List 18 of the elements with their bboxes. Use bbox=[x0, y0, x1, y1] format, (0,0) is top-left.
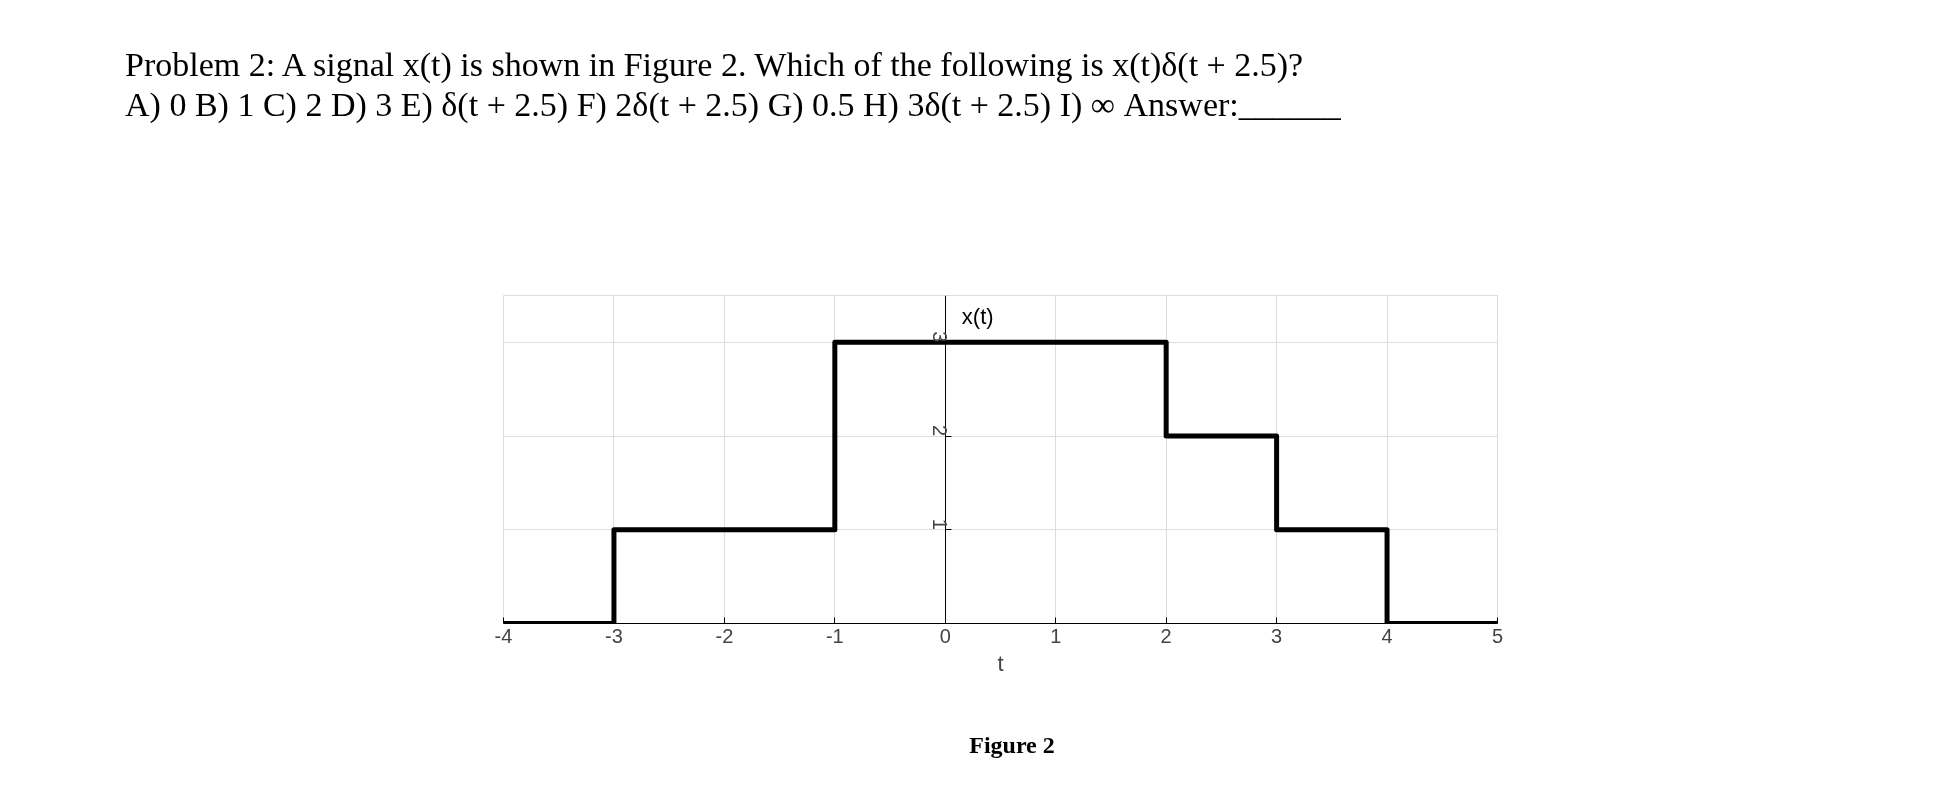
chart-title: Problem 2: A signal x(t) is shown in Figure 2. Which of the following is x(t)δ(t + 2.5)? bbox=[125, 46, 1304, 83]
x-tick-label: 5 bbox=[1491, 624, 1504, 647]
x-tick-label: 2 bbox=[1160, 624, 1172, 647]
y-axis-title: x(t) bbox=[961, 303, 994, 329]
caption: Figure 2 bbox=[969, 731, 1055, 760]
x-tick-label: -2 bbox=[715, 624, 734, 647]
chart-subtitle: A) 0 B) 1 C) 2 D) 3 E) δ(t + 2.5) F) 2δ(t + 2.5) G) 0.5 H) 3δ(t + 2.5) I) ∞ Answer:______ bbox=[125, 86, 1341, 123]
x-tick-label: 4 bbox=[1381, 624, 1393, 647]
x-tick-label: 0 bbox=[939, 624, 951, 647]
x-tick-label: -1 bbox=[825, 624, 844, 647]
y-tick-label: 2 bbox=[929, 424, 952, 437]
x-axis-title: t bbox=[997, 650, 1004, 676]
y-tick-label: 3 bbox=[929, 331, 952, 343]
x-tick-label: 1 bbox=[1050, 624, 1062, 647]
y-tick-label: 1 bbox=[929, 518, 952, 530]
x-tick-label: 3 bbox=[1271, 624, 1283, 647]
x-tick-label: -4 bbox=[494, 624, 513, 647]
x-tick-label: -3 bbox=[605, 624, 623, 647]
